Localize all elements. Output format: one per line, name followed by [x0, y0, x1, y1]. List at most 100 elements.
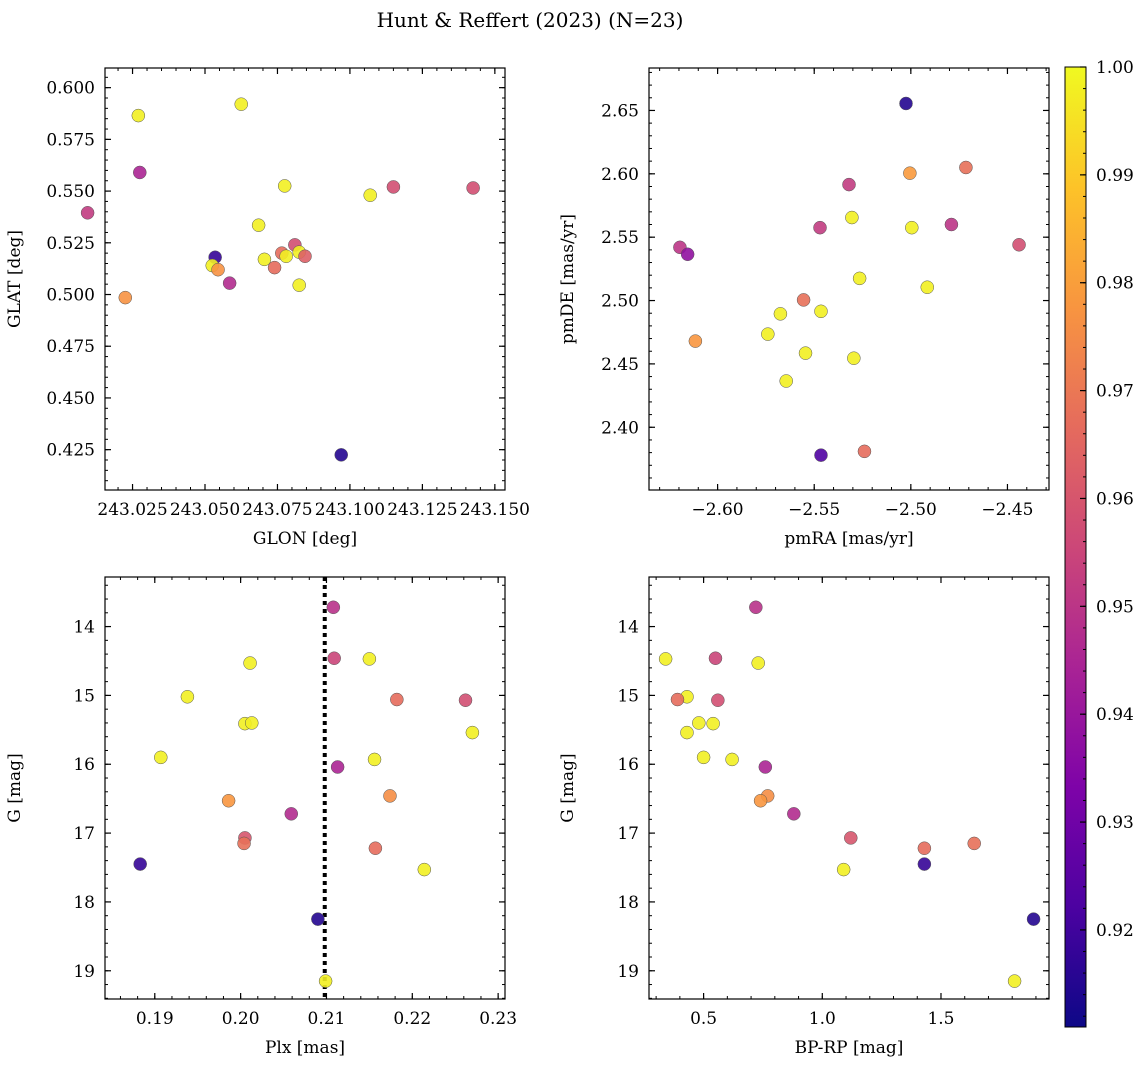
x-tick-label: −2.45: [981, 500, 1033, 520]
y-tick-label: 18: [73, 893, 95, 913]
y-tick-label: 0.450: [46, 389, 95, 409]
scatter-point: [80, 206, 95, 220]
colorbar-tick-label: 0.99: [1096, 166, 1134, 186]
colorbar-tick-label: 1.00: [1096, 58, 1134, 78]
scatter-point: [362, 652, 377, 666]
scatter-point: [857, 444, 872, 459]
y-tick-label: 18: [617, 893, 639, 913]
x-tick-label: 243.125: [387, 500, 457, 520]
scatter-point: [917, 841, 932, 855]
panel-glon-glat: 243.025 243.050 243.075 243.100 243.125 243.1…: [5, 67, 530, 549]
scatter-point: [257, 252, 272, 267]
x-tick-label: 243.075: [242, 500, 312, 520]
y-tick-label: 0.600: [46, 79, 95, 99]
colorbar-tick-label: 0.98: [1096, 274, 1134, 294]
scatter-point: [814, 448, 828, 462]
scatter-point: [749, 600, 763, 615]
scatter-point: [237, 836, 251, 851]
y-axis-label: GLAT [deg]: [5, 230, 25, 328]
scatter-point: [368, 841, 383, 855]
colorbar-tick-label: 0.95: [1096, 597, 1134, 617]
scatter-point: [798, 346, 813, 360]
x-axis-label: GLON [deg]: [253, 529, 357, 549]
y-tick-label: 0.550: [46, 182, 95, 202]
scatter-point: [154, 750, 168, 765]
y-tick-label: 17: [617, 824, 639, 844]
scatter-point: [917, 857, 932, 871]
panel-pmra-pmde: −2.60 −2.55 −2.50 −2.45 2.40 2.45 2.50 2.55 2.60…: [558, 67, 1050, 549]
scatter-point: [944, 217, 959, 232]
y-tick-label: 0.500: [46, 286, 95, 306]
x-tick-label: 1.5: [927, 1009, 954, 1029]
colorbar-tick-label: 0.92: [1096, 921, 1134, 941]
y-tick-label: 0.575: [46, 130, 95, 150]
y-axis-label: G [mag]: [558, 753, 578, 822]
scatter-point: [277, 179, 292, 193]
scatter-point: [779, 374, 793, 388]
scatter-point: [847, 351, 861, 365]
scatter-point: [243, 656, 257, 670]
x-tick-label: 243.050: [170, 500, 240, 520]
y-tick-label: 2.65: [601, 101, 639, 121]
scatter-point: [133, 857, 147, 871]
scatter-point: [1007, 974, 1022, 988]
y-tick-label: 14: [617, 618, 639, 638]
x-tick-label: 0.20: [222, 1009, 260, 1029]
scatter-point: [327, 651, 341, 665]
scatter-point: [836, 862, 851, 877]
colorbar-tick-label: 0.96: [1096, 489, 1134, 509]
scatter-point: [814, 304, 828, 319]
x-tick-label: 0.21: [308, 1009, 346, 1029]
scatter-point: [383, 789, 397, 803]
figure-title: Hunt & Reffert (2023) (N=23): [377, 8, 684, 32]
y-tick-label: 17: [73, 824, 95, 844]
scatter-point: [670, 692, 685, 707]
scatter-point: [267, 260, 282, 275]
scatter-point: [959, 160, 973, 175]
x-tick-label: −2.60: [692, 500, 744, 520]
scatter-point: [706, 716, 720, 731]
scatter-point: [852, 271, 867, 286]
x-axis-label: BP-RP [mag]: [795, 1038, 904, 1058]
y-tick-label: 2.50: [601, 292, 639, 312]
scatter-point: [708, 651, 723, 665]
scatter-point: [318, 974, 333, 988]
panel-plx-g: 0.19 0.20 0.21 0.22 0.23 14 15 16 17 18 19 Plx [mas…: [5, 576, 517, 1058]
scatter-point: [245, 716, 259, 730]
scatter-point: [905, 220, 919, 235]
scatter-point: [967, 836, 981, 851]
scatter-point: [386, 180, 401, 194]
colorbar: 0.92 0.93 0.94 0.95 0.96 0.97 0.98 0.99 1.00: [1064, 58, 1134, 1028]
y-tick-label: 19: [617, 962, 639, 982]
panel-bprp-g: 0.5 1.0 1.5 14 15 16 17 18 19 BP-RP [mag] G [mag]: [558, 576, 1050, 1058]
scatter-point: [711, 693, 725, 707]
scatter-point: [465, 725, 480, 740]
y-tick-label: 14: [73, 618, 95, 638]
scatter-point: [458, 693, 473, 707]
scatter-point: [1012, 238, 1026, 252]
scatter-point: [696, 750, 711, 765]
scatter-point: [688, 334, 703, 348]
x-tick-label: 243.025: [97, 500, 167, 520]
colorbar-gradient: [1064, 66, 1087, 1028]
x-tick-label: 1.0: [809, 1009, 836, 1029]
scatter-point: [180, 690, 195, 704]
scatter-point: [118, 290, 133, 305]
colorbar-tick-label: 0.97: [1096, 382, 1134, 402]
y-tick-label: 0.525: [46, 234, 95, 254]
x-tick-label: 0.5: [690, 1009, 717, 1029]
scatter-point: [903, 166, 917, 180]
y-tick-label: 16: [617, 755, 639, 775]
scatter-point: [753, 793, 768, 808]
scatter-point: [133, 165, 147, 180]
x-tick-label: 0.19: [136, 1009, 174, 1029]
scatter-point: [334, 448, 348, 462]
y-axis-label: G [mag]: [5, 753, 25, 822]
colorbar-ticks: 0.92 0.93 0.94 0.95 0.96 0.97 0.98 0.99 1.00: [1080, 58, 1134, 1017]
x-axis-label: pmRA [mas/yr]: [784, 529, 913, 549]
scatter-point: [842, 177, 856, 192]
y-tick-label: 2.40: [601, 418, 639, 438]
scatter-point: [1026, 912, 1041, 926]
y-tick-label: 19: [73, 962, 95, 982]
